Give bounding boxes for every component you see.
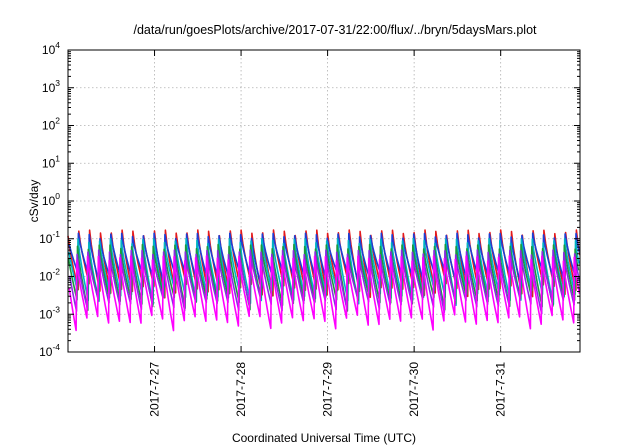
x-tick-label: 2017-7-29 xyxy=(321,362,335,417)
x-tick-label: 2017-7-27 xyxy=(148,362,162,417)
x-tick-label: 2017-7-30 xyxy=(407,362,421,417)
y-tick-label: 103 xyxy=(42,78,60,95)
series-line-4 xyxy=(67,243,580,312)
x-tick-labels: 2017-7-27 2017-7-28 2017-7-29 2017-7-30 2017… xyxy=(148,362,508,417)
y-tick-label: 10-3 xyxy=(39,304,60,321)
x-tick-label: 2017-7-28 xyxy=(234,362,248,417)
x-axis-label: Coordinated Universal Time (UTC) xyxy=(232,431,416,445)
y-tick-label: 104 xyxy=(42,40,60,57)
plot-area xyxy=(67,229,581,332)
y-tick-label: 102 xyxy=(42,116,60,133)
x-tick-label: 2017-7-31 xyxy=(494,362,508,417)
grid xyxy=(68,50,580,352)
y-tick-label: 100 xyxy=(42,191,60,208)
axis-ticks xyxy=(68,49,580,353)
y-axis-label: cSv/day xyxy=(27,180,41,223)
y-tick-label: 10-2 xyxy=(39,267,60,284)
y-tick-labels: 10-4 10-3 10-2 10-1 100 101 102 103 104 xyxy=(39,40,60,359)
y-tick-label: 10-1 xyxy=(39,229,60,246)
y-tick-label: 101 xyxy=(42,153,60,170)
series-line-6 xyxy=(68,255,581,332)
y-tick-label: 10-4 xyxy=(39,342,60,359)
chart-title: /data/run/goesPlots/archive/2017-07-31/2… xyxy=(133,23,537,37)
